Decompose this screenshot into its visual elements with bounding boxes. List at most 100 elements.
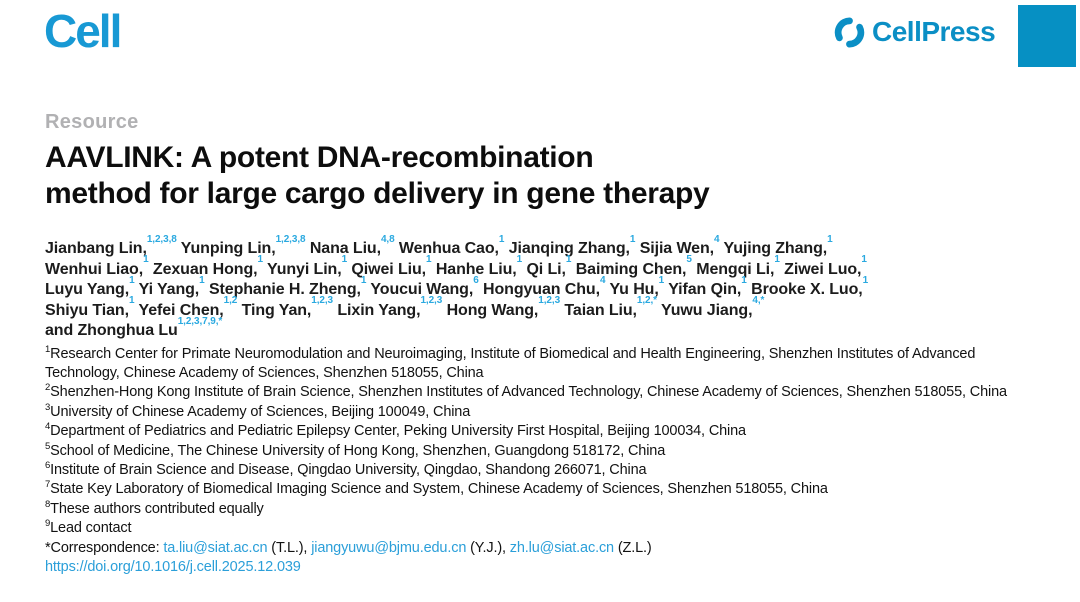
author-superscript: 4 xyxy=(599,274,606,286)
author-name: Sijia Wen, xyxy=(639,240,714,257)
author-superscript: 1,2,3 xyxy=(538,295,561,307)
author-name: Yu Hu, xyxy=(609,281,659,298)
article-title-line1: AAVLINK: A potent DNA-recombination xyxy=(45,141,594,174)
author-name: Baiming Chen, xyxy=(575,260,687,278)
affiliation-item: 7State Key Laboratory of Biomedical Imag… xyxy=(45,479,828,498)
author-name: Wenhua Cao, xyxy=(398,240,499,257)
correspondence-text: (Z.L.) xyxy=(613,539,652,556)
correspondence-text: (Y.J.), xyxy=(466,539,510,556)
affiliation-superscript: 9 xyxy=(45,518,51,530)
affiliation-item: 9Lead contact xyxy=(45,518,132,537)
author-superscript: 1,2 xyxy=(223,295,238,307)
author-superscript: 1,2,3,8 xyxy=(146,233,177,245)
article-title: AAVLINK: A potent DNA-recombination metho… xyxy=(45,140,1041,212)
author-name: Stephanie H. Zheng, xyxy=(208,281,361,298)
affiliation-item: 1Research Center for Primate Neuromodula… xyxy=(45,343,976,381)
author-name: Ting Yan, xyxy=(241,301,312,319)
author-name: Shiyu Tian, xyxy=(45,301,129,319)
author-superscript: 1,2,3,7,9,* xyxy=(177,315,223,327)
author-name: Qiwei Liu, xyxy=(351,260,426,278)
author-line: Shiyu Tian,1 Yefei Chen,1,2 Ting Yan,1,2… xyxy=(45,296,1041,322)
affiliation-superscript: 7 xyxy=(45,479,51,491)
author-name: Qi Li, xyxy=(526,260,566,278)
author-superscript: 1 xyxy=(143,254,149,266)
author-line: Jianbang Lin,1,2,3,8 Yunping Lin,1,2,3,8… xyxy=(45,234,1041,260)
author-name: Yuwu Jiang, xyxy=(661,301,753,319)
author-superscript: 6 xyxy=(473,274,479,286)
author-name: Hongyuan Chu, xyxy=(483,281,600,298)
affiliation-item: 2Shenzhen-Hong Kong Institute of Brain S… xyxy=(45,382,1007,401)
author-superscript: 1 xyxy=(257,254,263,266)
cellpress-mark-icon xyxy=(834,16,865,48)
correspondence-text: *Correspondence: xyxy=(45,539,164,556)
author-superscript: 1 xyxy=(658,274,665,286)
correspondence-email-link[interactable]: zh.lu@siat.ac.cn xyxy=(509,539,614,556)
author-name: Wenhui Liao, xyxy=(45,260,144,278)
author-superscript: 1,2,3 xyxy=(420,295,443,307)
affiliation-item: 4Department of Pediatrics and Pediatric … xyxy=(45,421,746,440)
author-superscript: 1 xyxy=(827,233,833,245)
author-superscript: 1 xyxy=(426,254,432,266)
article-category-label: Resource xyxy=(45,111,139,133)
author-name: Brooke X. Luo, xyxy=(751,281,863,298)
article-title-line2: method for large cargo delivery in gene … xyxy=(45,177,710,210)
author-superscript: 1 xyxy=(862,274,869,286)
author-name: Luyu Yang, xyxy=(45,281,130,298)
author-name: and Zhonghua Lu xyxy=(45,322,178,339)
author-name: Jianbang Lin, xyxy=(45,240,147,257)
author-name: Ziwei Luo, xyxy=(784,260,862,278)
author-name: Nana Liu, xyxy=(309,240,381,257)
author-name: Yifan Qin, xyxy=(668,281,742,298)
affiliation-item: 3University of Chinese Academy of Scienc… xyxy=(45,401,471,420)
author-superscript: 4 xyxy=(713,233,720,245)
author-superscript: 1 xyxy=(741,274,747,286)
affiliation-item: 5School of Medicine, The Chinese Univers… xyxy=(45,440,666,459)
affiliation-superscript: 6 xyxy=(45,460,51,472)
affiliation-superscript: 2 xyxy=(45,382,51,394)
author-name: Youcui Wang, xyxy=(370,281,474,298)
cellpress-logo: CellPress xyxy=(834,16,996,48)
author-superscript: 1 xyxy=(516,254,523,266)
author-superscript: 4,8 xyxy=(380,233,395,245)
author-superscript: 1 xyxy=(565,254,572,266)
author-name: Jianqing Zhang, xyxy=(508,240,630,257)
author-superscript: 1 xyxy=(129,274,135,286)
author-name: Hong Wang, xyxy=(446,301,539,319)
correspondence-text: (T.L.), xyxy=(267,539,312,556)
author-name: Yunping Lin, xyxy=(180,240,276,257)
doi-link[interactable]: https://doi.org/10.1016/j.cell.2025.12.0… xyxy=(45,558,301,575)
author-line: Luyu Yang,1 Yi Yang,1 Stephanie H. Zheng… xyxy=(45,275,1041,301)
affiliation-item: 6Institute of Brain Science and Disease,… xyxy=(45,460,647,478)
author-superscript: 1 xyxy=(629,233,636,245)
author-name: Yi Yang, xyxy=(138,281,200,298)
author-name: Taian Liu, xyxy=(564,301,637,319)
author-superscript: 1,2,* xyxy=(636,295,657,307)
author-superscript: 1 xyxy=(199,274,205,286)
article-header: Resource AAVLINK: A potent DNA-recombina… xyxy=(45,110,1041,577)
author-superscript: 1 xyxy=(360,274,367,286)
author-name: Mengqi Li, xyxy=(696,260,775,278)
author-superscript: 5 xyxy=(686,254,692,266)
affiliation-superscript: 8 xyxy=(45,498,51,510)
author-superscript: 1,2,3,8 xyxy=(275,233,306,245)
correspondence-line: *Correspondence: ta.liu@siat.ac.cn (T.L.… xyxy=(45,539,1041,558)
cellpress-logo-text: CellPress xyxy=(872,16,996,47)
cell-journal-logo: Cell xyxy=(44,5,122,57)
author-name: Hanhe Liu, xyxy=(435,260,517,278)
author-superscript: 1 xyxy=(128,295,135,307)
author-superscript: 1 xyxy=(861,254,867,266)
author-superscript: 1,2,3 xyxy=(311,295,334,307)
affiliation-list: 1Research Center for Primate Neuromodula… xyxy=(45,343,1041,539)
author-line: Wenhui Liao,1 Zexuan Hong,1 Yunyi Lin,1 … xyxy=(45,255,1041,281)
correspondence-email-link[interactable]: ta.liu@siat.ac.cn xyxy=(163,539,268,556)
affiliation-item: 8These authors contributed equally xyxy=(45,498,264,517)
author-name: Yujing Zhang, xyxy=(723,240,828,257)
author-name: Yefei Chen, xyxy=(138,301,224,319)
author-line: and Zhonghua Lu1,2,3,7,9,* xyxy=(45,316,1041,342)
affiliation-superscript: 1 xyxy=(45,343,51,355)
correspondence-email-link[interactable]: jiangyuwu@bjmu.edu.cn xyxy=(311,539,467,556)
affiliation-superscript: 3 xyxy=(45,401,51,413)
author-superscript: 1 xyxy=(341,254,348,266)
author-name: Zexuan Hong, xyxy=(152,260,258,278)
